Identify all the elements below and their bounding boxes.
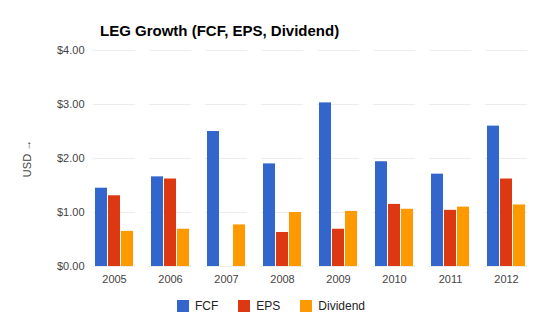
svg-text:$0.00: $0.00 <box>57 260 85 272</box>
svg-text:$1.00: $1.00 <box>57 206 85 218</box>
svg-text:2010: 2010 <box>382 273 406 285</box>
html-text:Dividend: Dividend <box>318 299 365 313</box>
svg-text:2006: 2006 <box>158 273 182 285</box>
svg-text:USD →: USD → <box>21 140 33 177</box>
svg-text:$3.00: $3.00 <box>57 98 85 110</box>
html-text:EPS: EPS <box>256 299 281 313</box>
svg-text:2008: 2008 <box>270 273 294 285</box>
svg-text:2009: 2009 <box>326 273 350 285</box>
svg-text:$4.00: $4.00 <box>57 44 85 56</box>
svg-text:2012: 2012 <box>494 273 518 285</box>
html-text:FCF: FCF <box>195 299 219 313</box>
svg-text:2005: 2005 <box>102 273 126 285</box>
svg-text:2011: 2011 <box>439 273 463 285</box>
svg-text:2007: 2007 <box>214 273 238 285</box>
svg-text:$2.00: $2.00 <box>57 152 85 164</box>
html-text:LEG Growth (FCF, EPS, Dividend: LEG Growth (FCF, EPS, Dividend) <box>100 22 340 39</box>
